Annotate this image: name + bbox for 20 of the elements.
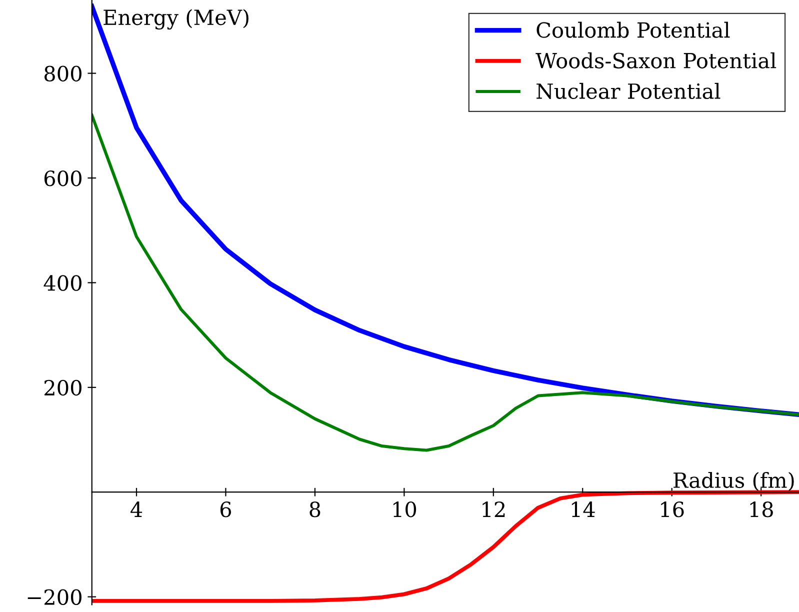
x-tick-label: 16 <box>661 501 684 518</box>
x-axis-title: Radius (fm) <box>674 472 794 492</box>
y-tick-label: 400 <box>44 275 82 291</box>
x-tick-label: 18 <box>750 501 773 518</box>
legend-label: Woods-Saxon Potential <box>536 52 776 68</box>
y-tick-label: −200 <box>28 589 82 606</box>
x-tick-label: 12 <box>482 501 505 517</box>
line-series <box>92 114 799 452</box>
legend-label: Nuclear Potential <box>536 82 720 100</box>
x-tick-label: 14 <box>572 501 595 517</box>
y-tick-label: 200 <box>44 380 82 396</box>
x-tick-label: 8 <box>310 501 320 518</box>
x-tick-label: 6 <box>220 501 232 518</box>
y-tick-label: 800 <box>44 66 82 82</box>
y-tick-label: 600 <box>44 170 82 186</box>
x-tick-label: 10 <box>393 501 416 518</box>
line-series <box>92 490 799 603</box>
legend-label: Coulomb Potential <box>536 22 730 38</box>
x-tick-label: 4 <box>130 501 142 517</box>
y-axis-title: Energy (MeV) <box>104 9 248 30</box>
